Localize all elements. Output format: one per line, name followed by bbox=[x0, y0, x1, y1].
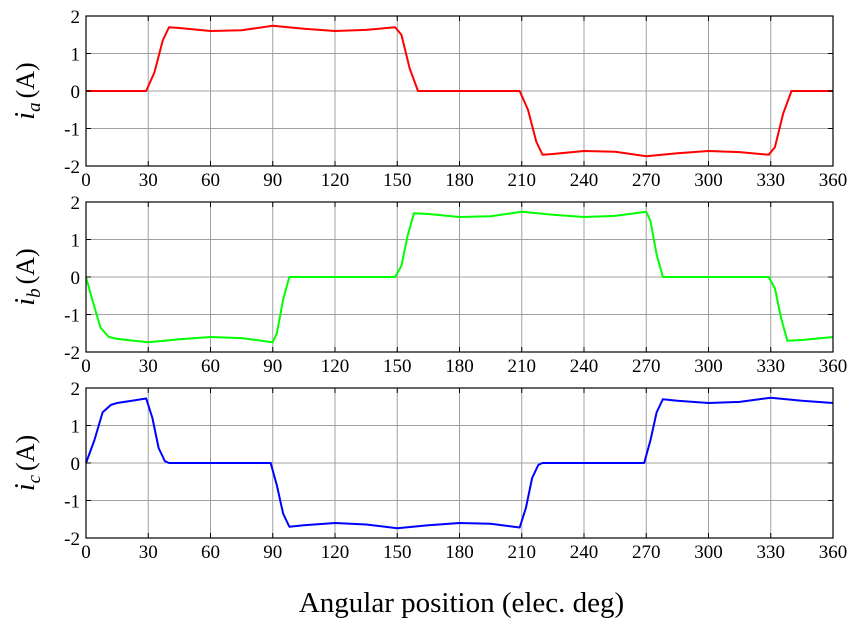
y-axis-label: ic (A) bbox=[10, 435, 45, 491]
x-tick-label: 270 bbox=[632, 542, 661, 563]
series-line bbox=[86, 24, 833, 158]
x-tick-label: 210 bbox=[508, 356, 537, 377]
y-axis-label-unit: (A) bbox=[11, 62, 40, 98]
y-axis-label-symbol: i bbox=[10, 298, 41, 306]
y-axis-label-unit: (A) bbox=[11, 248, 40, 284]
y-tick-label: -2 bbox=[64, 343, 80, 364]
y-tick-label: 0 bbox=[71, 82, 81, 103]
x-tick-label: 150 bbox=[383, 170, 412, 191]
x-tick-label: 120 bbox=[321, 542, 350, 563]
series-line bbox=[85, 210, 834, 344]
y-axis-label-subscript: c bbox=[24, 474, 45, 483]
x-tick-label: 150 bbox=[383, 542, 412, 563]
y-tick-label: -1 bbox=[64, 120, 80, 141]
x-tick-label: 210 bbox=[508, 170, 537, 191]
x-tick-label: 150 bbox=[383, 356, 412, 377]
y-axis-label-symbol: i bbox=[10, 483, 41, 491]
x-tick-label: 270 bbox=[632, 356, 661, 377]
y-tick-label: -2 bbox=[64, 157, 80, 178]
y-tick-label: -2 bbox=[64, 529, 80, 550]
y-tick-label: 2 bbox=[71, 379, 81, 400]
chart-panel-2: 0 30 60 90 120 150 180 210 240 270 300 330 360210-1-… bbox=[10, 193, 847, 377]
x-tick-label: 330 bbox=[757, 542, 786, 563]
x-tick-label: 90 bbox=[263, 170, 282, 191]
x-tick-label: 120 bbox=[321, 356, 350, 377]
x-tick-label: 0 bbox=[81, 542, 91, 563]
y-axis-label: ib (A) bbox=[10, 248, 45, 305]
y-tick-label: 1 bbox=[71, 45, 81, 66]
x-tick-label: 210 bbox=[508, 542, 537, 563]
series-line bbox=[85, 396, 834, 530]
x-tick-label: 30 bbox=[139, 542, 158, 563]
x-tick-label: 90 bbox=[263, 542, 282, 563]
x-tick-label: 330 bbox=[757, 356, 786, 377]
chart-panel-3: 0 30 60 90 120 150 180 210 240 270 300 330 360210-1-… bbox=[10, 379, 847, 619]
y-axis-label: ia (A) bbox=[10, 62, 45, 119]
x-axis-label: Angular position (elec. deg) bbox=[299, 587, 624, 619]
x-tick-label: 240 bbox=[570, 356, 599, 377]
y-tick-label: 1 bbox=[71, 417, 81, 438]
y-axis-label-unit: (A) bbox=[11, 435, 40, 471]
x-tick-label: 60 bbox=[201, 170, 220, 191]
x-tick-label: 360 bbox=[819, 356, 848, 377]
x-tick-label: 300 bbox=[694, 542, 723, 563]
x-tick-label: 60 bbox=[201, 356, 220, 377]
y-axis-label-subscript: b bbox=[24, 288, 45, 298]
x-tick-label: 360 bbox=[819, 170, 848, 191]
y-tick-label: -1 bbox=[64, 306, 80, 327]
x-tick-label: 0 bbox=[81, 356, 91, 377]
x-tick-label: 180 bbox=[445, 170, 474, 191]
x-tick-label: 360 bbox=[819, 542, 848, 563]
x-tick-label: 180 bbox=[445, 356, 474, 377]
y-tick-label: 0 bbox=[71, 454, 81, 475]
y-tick-label: 2 bbox=[71, 193, 81, 214]
x-tick-label: 60 bbox=[201, 542, 220, 563]
x-tick-label: 180 bbox=[445, 542, 474, 563]
y-tick-label: 1 bbox=[71, 231, 81, 252]
x-tick-label: 30 bbox=[139, 170, 158, 191]
x-tick-label: 0 bbox=[81, 170, 91, 191]
chart-panel-1: 0 30 60 90 120 150 180 210 240 270 300 330 360210-1-… bbox=[10, 7, 847, 191]
x-tick-label: 270 bbox=[632, 170, 661, 191]
y-axis-label-symbol: i bbox=[10, 112, 41, 120]
x-tick-label: 330 bbox=[757, 170, 786, 191]
x-tick-label: 300 bbox=[694, 356, 723, 377]
y-tick-label: -1 bbox=[64, 492, 80, 513]
y-axis-label-subscript: a bbox=[24, 102, 45, 112]
y-tick-label: 2 bbox=[71, 7, 81, 28]
x-tick-label: 300 bbox=[694, 170, 723, 191]
y-tick-label: 0 bbox=[71, 268, 81, 289]
x-tick-label: 240 bbox=[570, 542, 599, 563]
x-tick-label: 30 bbox=[139, 356, 158, 377]
x-tick-label: 90 bbox=[263, 356, 282, 377]
x-tick-label: 120 bbox=[321, 170, 350, 191]
x-tick-label: 240 bbox=[570, 170, 599, 191]
